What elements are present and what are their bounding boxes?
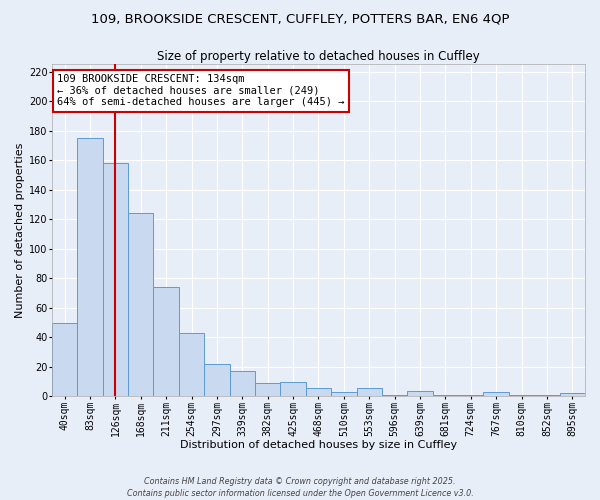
Bar: [331, 392, 356, 396]
Bar: [77, 138, 103, 396]
Bar: [306, 388, 331, 396]
Bar: [179, 333, 204, 396]
Bar: [230, 372, 255, 396]
Text: 109 BROOKSIDE CRESCENT: 134sqm
← 36% of detached houses are smaller (249)
64% of: 109 BROOKSIDE CRESCENT: 134sqm ← 36% of …: [57, 74, 345, 108]
Bar: [433, 395, 458, 396]
Bar: [356, 388, 382, 396]
Bar: [103, 163, 128, 396]
Bar: [128, 214, 154, 396]
Bar: [382, 395, 407, 396]
Bar: [534, 395, 560, 396]
Y-axis label: Number of detached properties: Number of detached properties: [15, 142, 25, 318]
Bar: [484, 392, 509, 396]
Text: 109, BROOKSIDE CRESCENT, CUFFLEY, POTTERS BAR, EN6 4QP: 109, BROOKSIDE CRESCENT, CUFFLEY, POTTER…: [91, 12, 509, 26]
Bar: [407, 390, 433, 396]
Bar: [560, 394, 585, 396]
Bar: [280, 382, 306, 396]
Bar: [458, 395, 484, 396]
Bar: [509, 395, 534, 396]
Title: Size of property relative to detached houses in Cuffley: Size of property relative to detached ho…: [157, 50, 480, 63]
Bar: [204, 364, 230, 396]
Bar: [52, 322, 77, 396]
Bar: [255, 383, 280, 396]
X-axis label: Distribution of detached houses by size in Cuffley: Distribution of detached houses by size …: [180, 440, 457, 450]
Text: Contains HM Land Registry data © Crown copyright and database right 2025.
Contai: Contains HM Land Registry data © Crown c…: [127, 476, 473, 498]
Bar: [154, 287, 179, 397]
